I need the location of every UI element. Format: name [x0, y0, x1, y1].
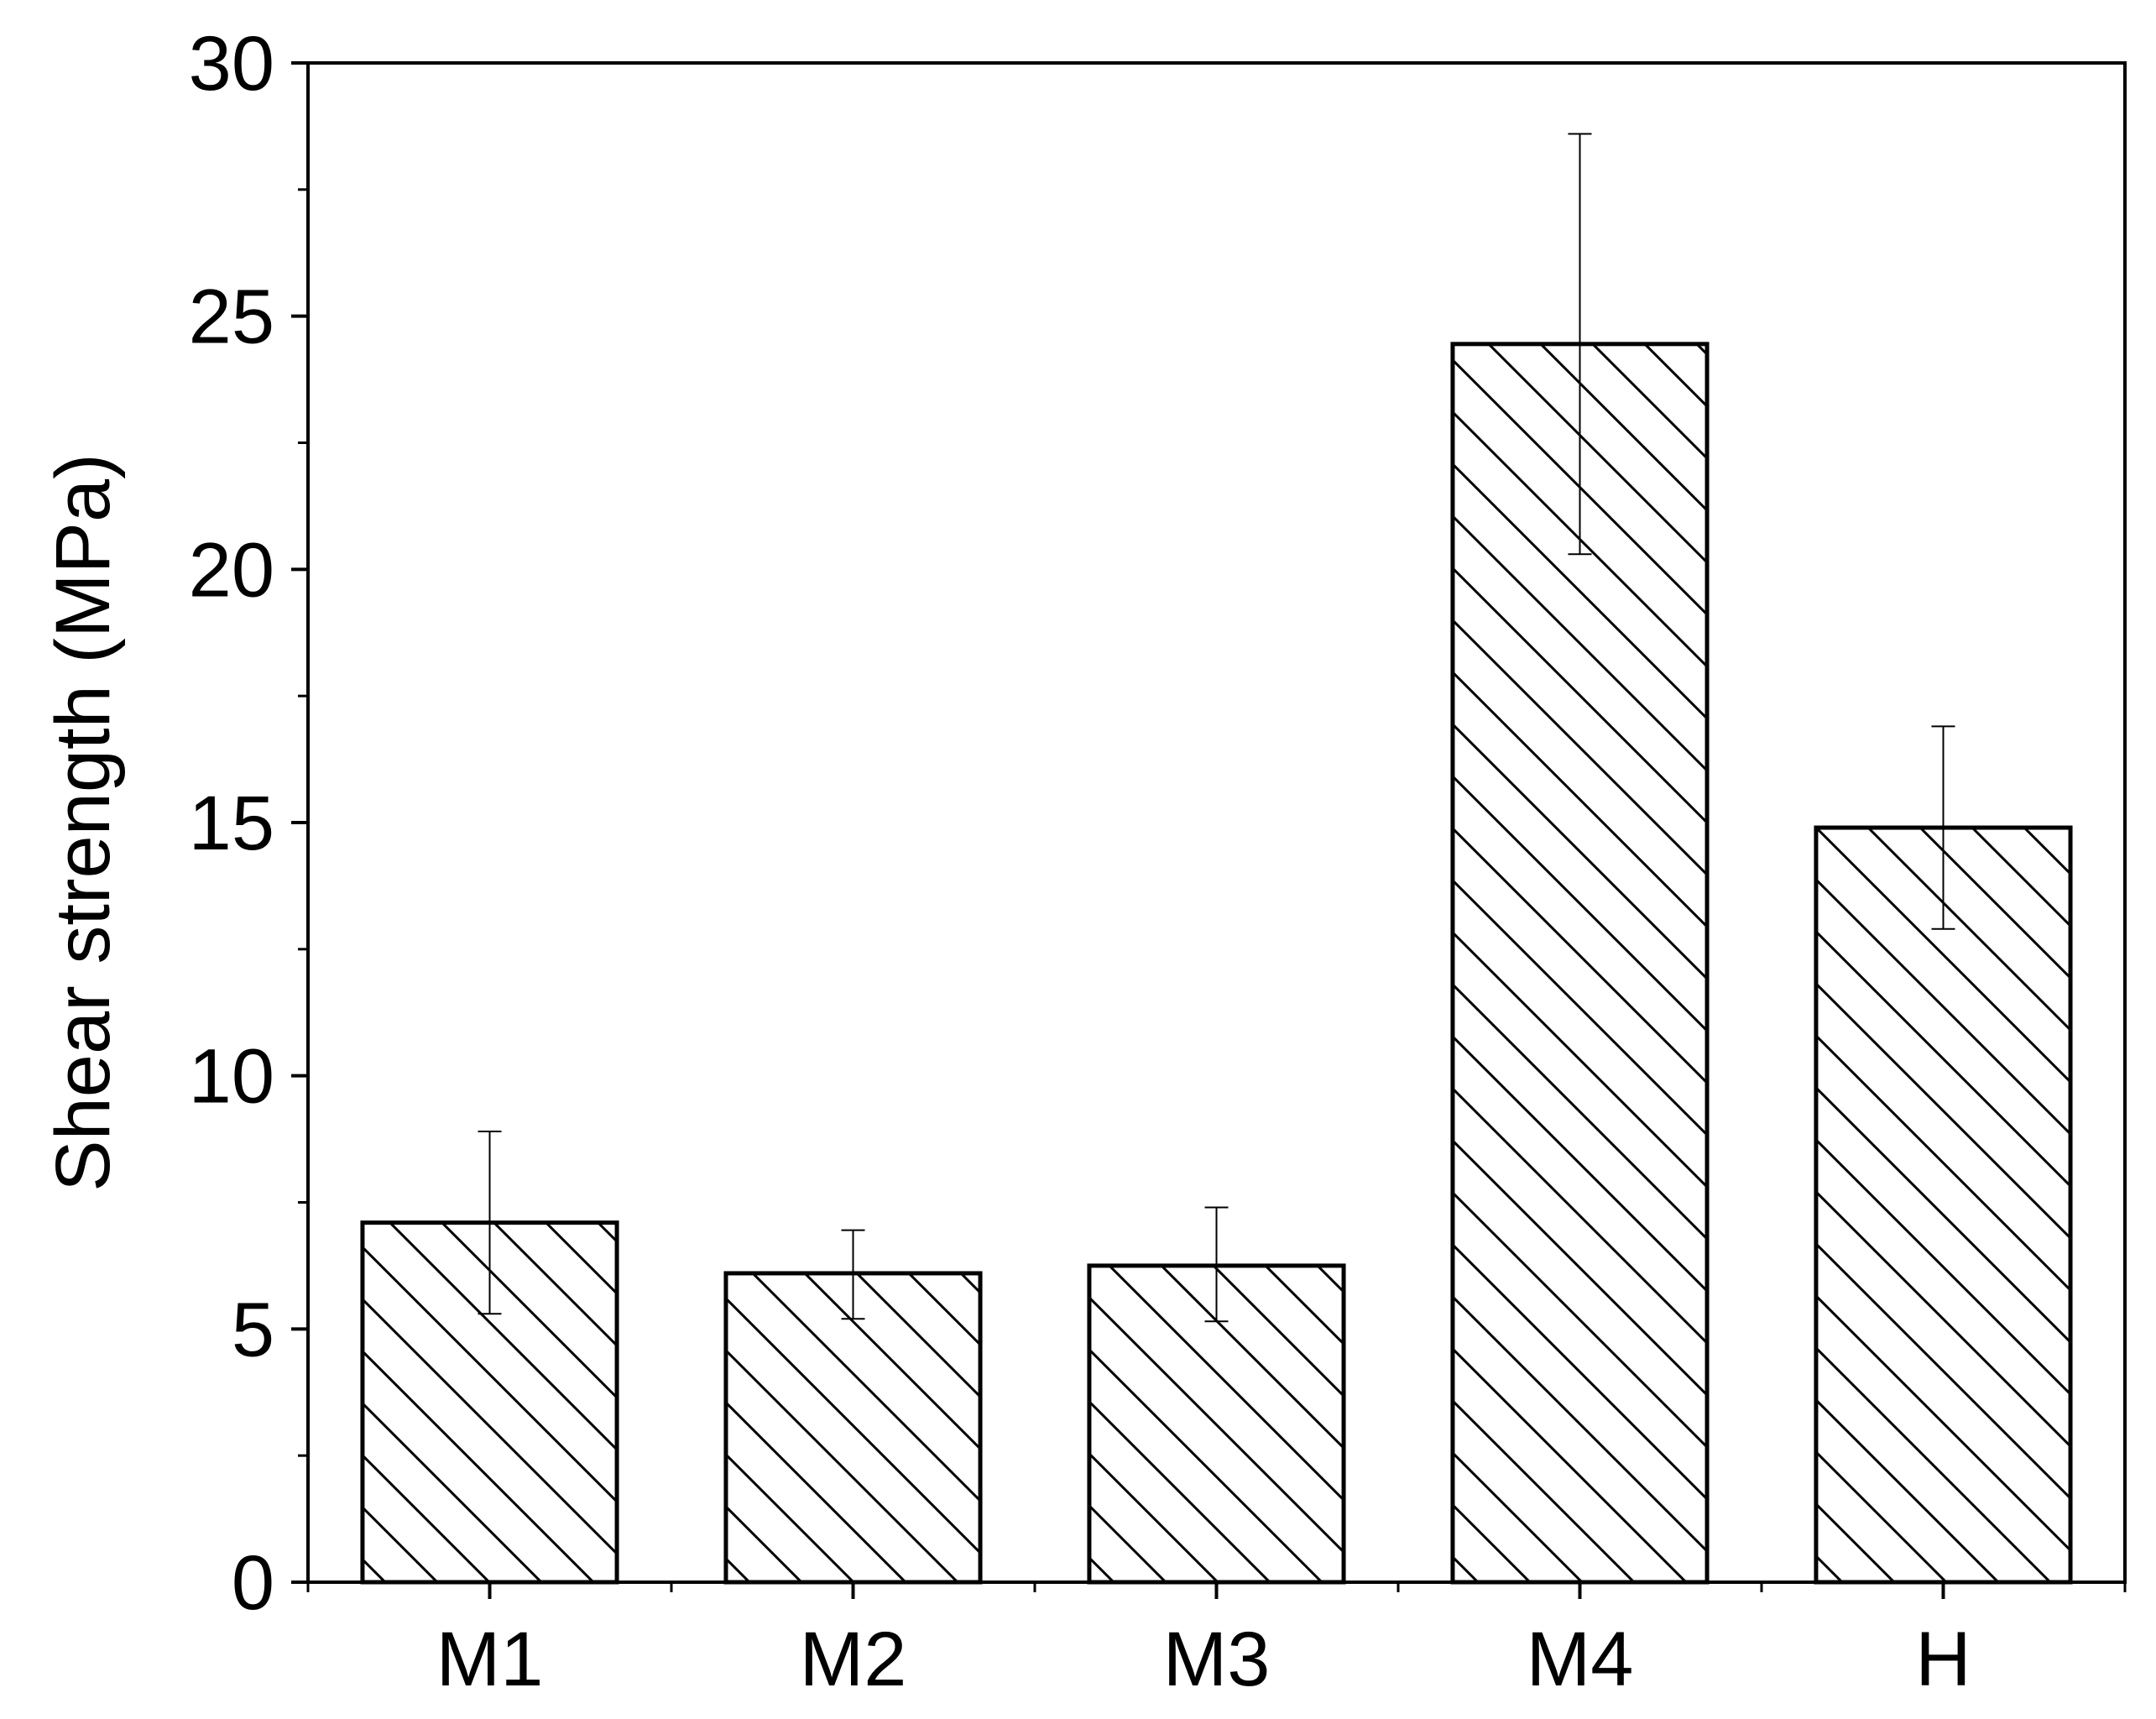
error-bar-m4: [1568, 133, 1592, 556]
y-tick-label: 30: [189, 21, 274, 107]
x-tick-label-m2: M2: [800, 1617, 907, 1702]
error-bars-layer: [478, 133, 1955, 1323]
y-axis-label: Shear strength (MPa): [40, 453, 126, 1191]
x-tick-label-m3: M3: [1163, 1617, 1271, 1702]
y-tick-label: 15: [189, 781, 274, 866]
error-bar-m2: [841, 1229, 865, 1320]
error-bar-m3: [1204, 1206, 1229, 1323]
x-tick-label-m4: M4: [1527, 1617, 1634, 1702]
bar-m2: [723, 1271, 983, 1585]
x-tick-label-m1: M1: [436, 1617, 544, 1702]
labels-layer: M1 M2 M3 M4 H 0 5 10 15 20 25 30: [189, 21, 1971, 1702]
y-tick-label: 5: [232, 1287, 274, 1372]
error-bar-h: [1931, 725, 1955, 930]
bar-h: [1814, 825, 2073, 1585]
ticks-layer: [291, 61, 2127, 1599]
y-tick-label: 25: [189, 274, 274, 360]
y-tick-label: 10: [189, 1034, 274, 1120]
bars-layer: [360, 342, 2073, 1585]
y-tick-label: 20: [189, 527, 274, 613]
error-bar-m1: [478, 1131, 502, 1315]
x-tick-label-h: H: [1915, 1617, 1971, 1702]
y-tick-label: 0: [232, 1540, 274, 1626]
